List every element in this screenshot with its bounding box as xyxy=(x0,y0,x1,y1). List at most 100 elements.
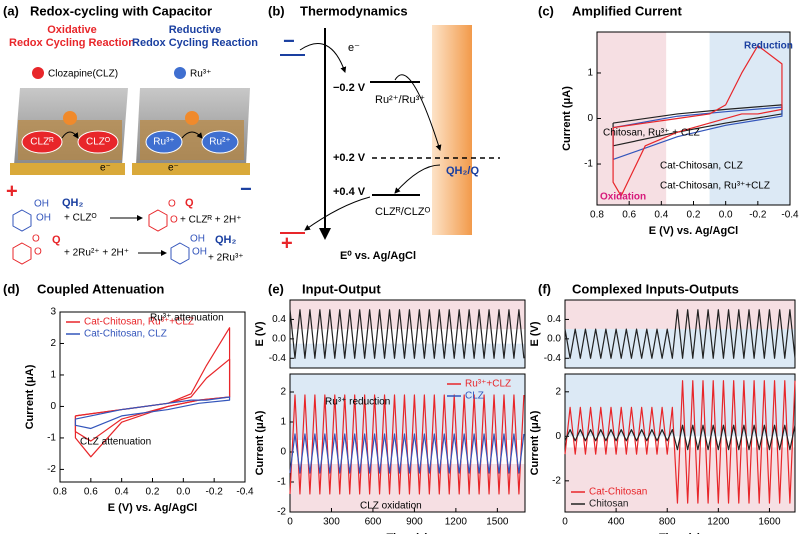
arrow xyxy=(394,74,442,151)
x-tick-label: -0.2 xyxy=(206,487,224,498)
y-axis-label: Current (μA) xyxy=(561,86,573,151)
group: O xyxy=(168,199,176,210)
shaded-region xyxy=(290,343,525,368)
label: e⁻ xyxy=(100,163,111,174)
y-tick-label: 0.4 xyxy=(547,314,561,325)
species xyxy=(145,130,183,154)
label: CLZᴼ xyxy=(86,137,110,148)
plus: + xyxy=(6,180,18,202)
x-tick-label: 0.8 xyxy=(590,210,604,221)
y-tick-label: 2 xyxy=(50,338,56,349)
heading: Redox Cycling Reaction xyxy=(132,37,258,49)
y-tick-label: 2 xyxy=(280,387,286,398)
annotation: Reduction xyxy=(744,41,793,52)
x-tick-label: 0.2 xyxy=(146,487,160,498)
legend-label: Cat-Chitosan xyxy=(589,487,647,498)
label: Ru²⁺ xyxy=(209,137,230,148)
y-tick-label: 0.0 xyxy=(547,333,561,344)
x-axis-label: Time (s) xyxy=(659,532,701,534)
y-tick-label: 1 xyxy=(50,370,56,381)
label: Clozapine(CLZ) xyxy=(48,69,118,80)
y-axis-label: Current (μA) xyxy=(24,364,36,429)
species xyxy=(77,130,119,154)
plot-frame xyxy=(564,373,796,513)
y-axis-label: E (V) xyxy=(254,321,266,346)
annotation: Ru³⁺ attenuation xyxy=(150,313,224,324)
group: OH xyxy=(192,247,207,258)
x-tick-label: 0.2 xyxy=(687,210,701,221)
y-tick-label: 0.4 xyxy=(272,314,286,325)
clz-icon xyxy=(32,67,44,79)
x-tick-label: 800 xyxy=(659,517,676,528)
y-tick-label: 0 xyxy=(50,401,56,412)
arrow xyxy=(181,131,203,139)
label: e⁻ xyxy=(348,42,360,54)
heading: Redox Cycling Reaction xyxy=(9,37,135,49)
series-line xyxy=(564,424,796,451)
arrow xyxy=(299,43,347,73)
x-axis-label: Time (s) xyxy=(387,532,429,534)
arrow xyxy=(61,131,79,139)
panel-title: Complexed Inputs-Outputs xyxy=(572,281,739,296)
y-tick-label: 2 xyxy=(555,386,561,397)
y-tick-label: 1 xyxy=(587,68,593,79)
ring xyxy=(12,242,32,265)
group: O xyxy=(34,247,42,258)
ring xyxy=(148,209,168,232)
y-tick-label: -1 xyxy=(584,159,593,170)
y-tick-label: -1 xyxy=(277,477,286,488)
heading: Oxidative xyxy=(47,24,97,36)
y-tick-label: -2 xyxy=(552,475,561,486)
x-tick-label: 1200 xyxy=(445,517,468,528)
label: QH₂ xyxy=(62,197,84,209)
panel-label: (e) xyxy=(268,281,284,296)
label: Ru³⁺ xyxy=(153,137,174,148)
x-tick-label: 300 xyxy=(323,517,340,528)
group: O xyxy=(170,215,178,226)
x-tick-label: 900 xyxy=(406,517,423,528)
x-tick-label: 0 xyxy=(562,517,568,528)
label: Q xyxy=(185,197,194,209)
annotation: Chitosan, Ru³⁺ + CLZ xyxy=(603,128,700,139)
group: OH xyxy=(34,199,49,210)
label: Q xyxy=(52,234,61,246)
annotation: Oxidation xyxy=(600,192,646,203)
label: e⁻ xyxy=(168,163,179,174)
couple: CLZᴿ/CLZᴼ xyxy=(375,206,431,218)
shaded-region xyxy=(565,374,795,437)
minus: − xyxy=(283,30,295,52)
panel-title: Coupled Attenuation xyxy=(37,281,164,296)
y-tick-label: -2 xyxy=(277,507,286,518)
reagent: + 2Ru²⁺ + 2H⁺ xyxy=(64,248,129,259)
label: CLZᴿ xyxy=(30,137,54,148)
ru-icon xyxy=(174,67,186,79)
series-line xyxy=(612,45,783,197)
y-tick-label: 0.0 xyxy=(272,333,286,344)
x-tick-label: 0.0 xyxy=(719,210,733,221)
shaded-region xyxy=(565,447,795,512)
x-tick-label: 0.8 xyxy=(53,487,67,498)
panel-label: (f) xyxy=(538,281,551,296)
y-axis-label: Current (μA) xyxy=(529,410,541,475)
level-label: +0.4 V xyxy=(333,186,366,198)
species xyxy=(21,130,63,154)
annotation: CLZ attenuation xyxy=(80,437,151,448)
annotation: CLZ oxidation xyxy=(360,501,422,512)
x-axis-label: E (V) vs. Ag/AgCl xyxy=(108,502,197,514)
x-tick-label: 0.0 xyxy=(176,487,190,498)
species xyxy=(201,130,239,154)
panel-title: Thermodynamics xyxy=(300,3,408,18)
electrode xyxy=(132,163,250,175)
level-label: +0.2 V xyxy=(333,152,366,164)
legend-label: Cat-Chitosan, Ru³⁺+CLZ xyxy=(84,317,194,328)
x-tick-label: 400 xyxy=(608,517,625,528)
panel-label: (b) xyxy=(268,3,285,18)
y-tick-label: 1 xyxy=(280,417,286,428)
couple: Ru²⁺/Ru³⁺ xyxy=(375,94,425,106)
series-line xyxy=(289,394,525,495)
series-line xyxy=(612,106,783,161)
charts: (c) Amplified Current -1 0 1 0.8 0.6 0.4 0.2 0.0 -… xyxy=(3,3,799,534)
y-tick-label: -0.4 xyxy=(544,353,562,364)
x-tick-label: 0.4 xyxy=(115,487,129,498)
series-line xyxy=(564,309,796,359)
